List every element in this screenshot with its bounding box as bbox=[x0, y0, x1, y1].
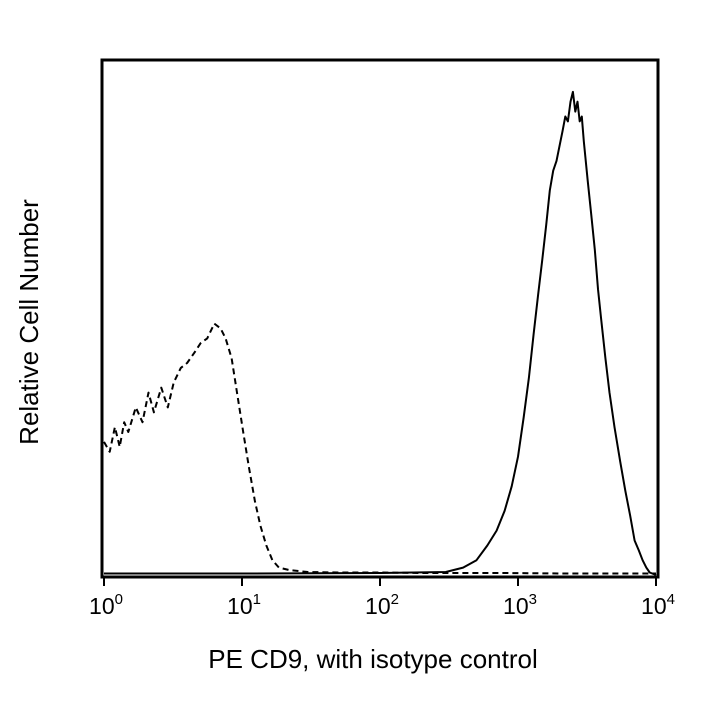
x-axis-label: PE CD9, with isotype control bbox=[208, 644, 537, 674]
x-tick-label-1: 101 bbox=[227, 591, 261, 619]
x-tick-label-exponent: 4 bbox=[667, 591, 675, 608]
x-tick-label-4: 104 bbox=[641, 591, 675, 619]
series-layer bbox=[103, 90, 657, 576]
x-tick-label-base: 10 bbox=[227, 593, 253, 619]
x-tick-label-base: 10 bbox=[641, 593, 667, 619]
x-tick-label-2: 102 bbox=[365, 591, 399, 619]
x-tick-label-base: 10 bbox=[89, 593, 115, 619]
series-line-isotype-control bbox=[103, 322, 656, 575]
x-tick-label-3: 103 bbox=[503, 591, 537, 619]
x-tick-label-exponent: 0 bbox=[115, 591, 123, 608]
x-tick-label-exponent: 3 bbox=[529, 591, 537, 608]
x-tick-label-exponent: 1 bbox=[253, 591, 261, 608]
x-tick-label-exponent: 2 bbox=[391, 591, 399, 608]
y-axis-label: Relative Cell Number bbox=[14, 199, 44, 445]
x-axis-ticks: 100 101 102 103 104 bbox=[89, 577, 675, 619]
x-tick-label-base: 10 bbox=[503, 593, 529, 619]
x-tick-label-base: 10 bbox=[365, 593, 391, 619]
series-line-pe-cd9 bbox=[104, 90, 657, 576]
x-tick-label-0: 100 bbox=[89, 591, 123, 619]
